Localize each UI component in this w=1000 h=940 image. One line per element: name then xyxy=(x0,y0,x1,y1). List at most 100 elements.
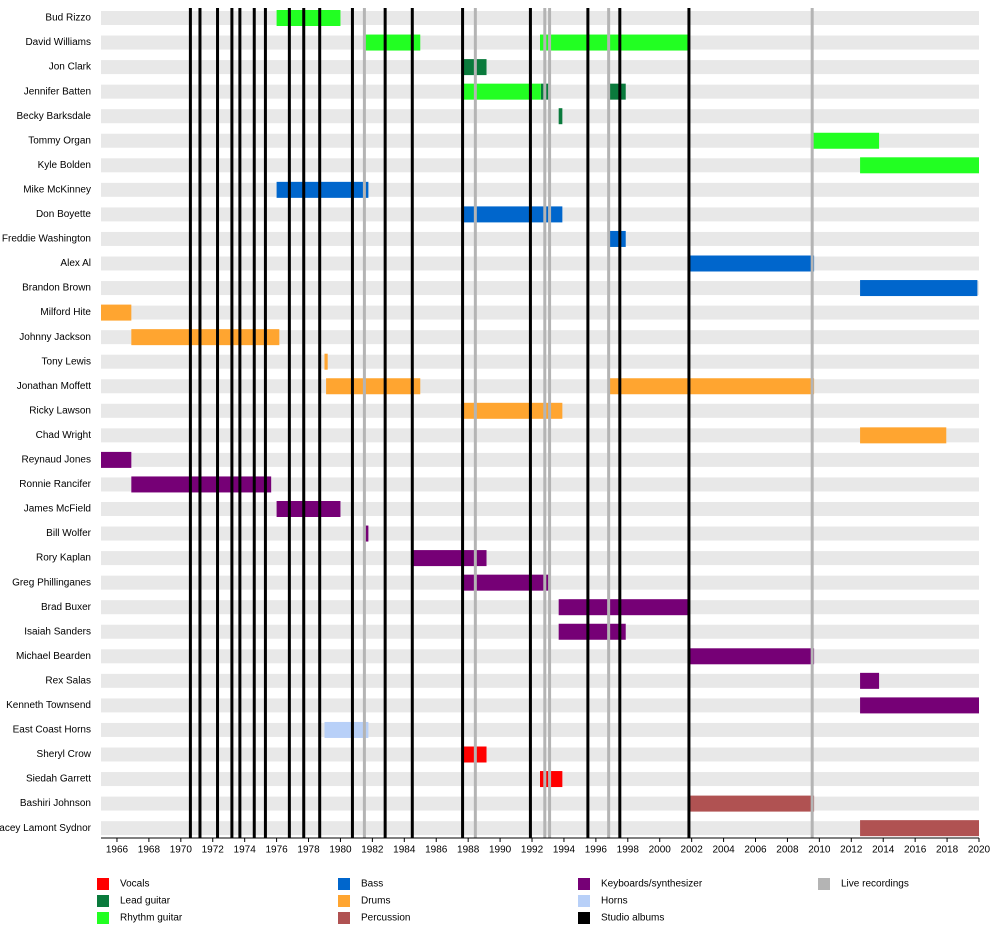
x-tick-label: 1968 xyxy=(138,845,161,856)
member-label: Brad Buxer xyxy=(41,602,92,613)
member-bar xyxy=(860,427,947,444)
legend-swatch xyxy=(97,895,109,907)
x-tick-label: 2014 xyxy=(872,845,895,856)
member-label: Don Boyette xyxy=(36,209,91,220)
member-label: Kyle Bolden xyxy=(38,160,91,171)
member-label: Bill Wolfer xyxy=(46,528,91,539)
x-tick-label: 2006 xyxy=(744,845,767,856)
member-label: Isaiah Sanders xyxy=(24,626,91,637)
x-tick-label: 1972 xyxy=(202,845,225,856)
legend-swatch xyxy=(578,912,590,924)
legend-swatch xyxy=(578,878,590,890)
member-bar xyxy=(860,697,979,714)
member-bar xyxy=(463,402,563,419)
member-bar xyxy=(607,83,626,100)
member-bar xyxy=(558,108,563,125)
x-tick-label: 2018 xyxy=(936,845,959,856)
x-tick-label: 2012 xyxy=(840,845,863,856)
legend-swatch xyxy=(338,912,350,924)
x-tick-label: 1970 xyxy=(170,845,193,856)
legend-label: Keyboards/synthesizer xyxy=(601,879,703,890)
member-label: Freddie Washington xyxy=(2,234,91,245)
x-tick-label: 1998 xyxy=(617,845,640,856)
member-label: Tommy Organ xyxy=(28,135,91,146)
x-tick-label: 1980 xyxy=(329,845,352,856)
x-tick-label: 1996 xyxy=(585,845,608,856)
x-tick-label: 2016 xyxy=(904,845,927,856)
x-tick-label: 1994 xyxy=(553,845,576,856)
x-tick-label: 2000 xyxy=(649,845,672,856)
x-tick-label: 1984 xyxy=(393,845,416,856)
x-tick-label: 2002 xyxy=(681,845,704,856)
legend-label: Vocals xyxy=(120,879,149,890)
legend-swatch xyxy=(97,912,109,924)
member-bar xyxy=(131,329,280,346)
legend-swatch xyxy=(338,878,350,890)
member-label: Alex Al xyxy=(60,258,91,269)
member-bar xyxy=(540,34,689,51)
legend-label: Rhythm guitar xyxy=(120,913,183,924)
x-tick-label: 1978 xyxy=(297,845,320,856)
member-label: Tony Lewis xyxy=(42,356,91,367)
member-bar xyxy=(276,10,341,26)
member-bar xyxy=(860,280,978,297)
x-tick-label: 1982 xyxy=(361,845,384,856)
member-label: Stacey Lamont Sydnor xyxy=(0,823,92,834)
member-bar xyxy=(688,795,815,812)
member-label: Milford Hite xyxy=(40,307,91,318)
member-bar xyxy=(101,451,132,468)
member-label: Michael Bearden xyxy=(16,651,91,662)
member-bar xyxy=(463,83,541,100)
member-label: Bud Rizzo xyxy=(45,13,91,24)
member-label: Ricky Lawson xyxy=(29,405,91,416)
legend-label: Drums xyxy=(361,896,390,907)
member-bar xyxy=(101,304,132,321)
member-label: East Coast Horns xyxy=(13,725,91,736)
member-label: James McField xyxy=(24,504,91,515)
member-label: Siedah Garrett xyxy=(26,774,91,785)
member-bar xyxy=(688,648,815,665)
member-bar xyxy=(364,525,369,542)
x-tick-label: 1974 xyxy=(234,845,257,856)
legend-label: Horns xyxy=(601,896,628,907)
member-bar xyxy=(812,132,880,149)
legend-label: Percussion xyxy=(361,913,410,924)
member-label: Kenneth Townsend xyxy=(6,700,91,711)
member-label: Johnny Jackson xyxy=(19,332,91,343)
member-bar xyxy=(276,181,369,198)
x-tick-label: 2004 xyxy=(712,845,735,856)
member-bar xyxy=(276,501,341,517)
x-tick-label: 1966 xyxy=(106,845,129,856)
legend-swatch xyxy=(818,878,830,890)
legend-label: Bass xyxy=(361,879,383,890)
legend-label: Lead guitar xyxy=(120,896,171,907)
x-tick-label: 1976 xyxy=(265,845,288,856)
member-bar xyxy=(860,672,880,689)
member-bar xyxy=(463,574,550,591)
member-label: Mike McKinney xyxy=(23,184,91,195)
member-label: Ronnie Rancifer xyxy=(19,479,91,490)
x-tick-label: 2020 xyxy=(968,845,991,856)
member-label: Jennifer Batten xyxy=(24,86,91,97)
member-bar xyxy=(860,820,979,837)
member-bar xyxy=(860,157,979,174)
legend-swatch xyxy=(97,878,109,890)
member-label: Bashiri Johnson xyxy=(20,798,91,809)
member-bar xyxy=(324,353,328,370)
member-bar xyxy=(607,230,626,247)
legend-swatch xyxy=(578,895,590,907)
x-tick-label: 1990 xyxy=(489,845,512,856)
member-bar xyxy=(688,255,815,272)
member-label: Sheryl Crow xyxy=(37,749,92,760)
member-label: Chad Wright xyxy=(36,430,92,441)
member-label: Rory Kaplan xyxy=(36,553,91,564)
member-label: Greg Phillinganes xyxy=(12,577,91,588)
x-tick-label: 1992 xyxy=(521,845,544,856)
member-label: Reynaud Jones xyxy=(22,455,92,466)
member-label: Jon Clark xyxy=(49,62,92,73)
member-label: Brandon Brown xyxy=(22,283,91,294)
member-label: Rex Salas xyxy=(45,675,91,686)
x-tick-label: 2008 xyxy=(776,845,799,856)
x-tick-label: 1986 xyxy=(425,845,448,856)
